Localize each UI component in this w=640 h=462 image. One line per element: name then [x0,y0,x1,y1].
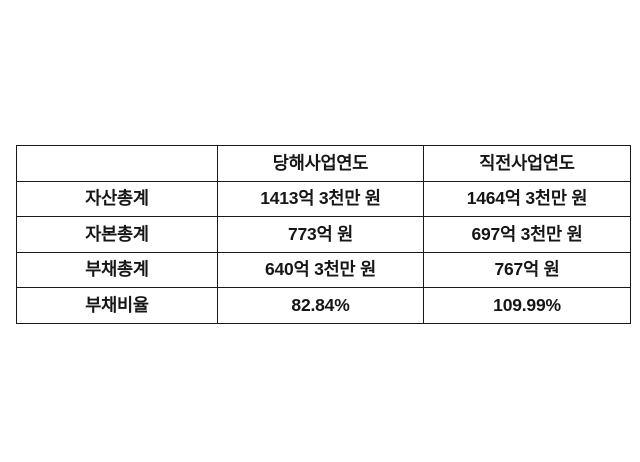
row-label-total-assets: 자산총계 [16,180,218,218]
cell-debt-ratio-previous-year: 109.99% [423,287,631,324]
column-header-current-year: 당해사업연도 [217,145,424,182]
table-body: 자산총계 1413억 3천만 원 1464억 3천만 원 자본총계 773억 원… [16,180,631,324]
cell-total-assets-current-year: 1413억 3천만 원 [217,180,424,218]
row-label-total-liabilities: 부채총계 [16,251,218,289]
cell-total-liabilities-previous-year: 767억 원 [423,251,631,289]
table-row: 부채총계 640억 3천만 원 767억 원 [16,251,631,289]
cell-total-equity-current-year: 773억 원 [217,216,424,253]
table-header: 당해사업연도 직전사업연도 [16,145,631,182]
table-corner-cell [16,145,218,182]
cell-debt-ratio-current-year: 82.84% [217,287,424,324]
table-header-row: 당해사업연도 직전사업연도 [16,145,631,182]
cell-total-assets-previous-year: 1464억 3천만 원 [423,180,631,218]
financial-summary-table: 당해사업연도 직전사업연도 자산총계 1413억 3천만 원 1464억 3천만… [16,145,631,324]
table-row: 자산총계 1413억 3천만 원 1464억 3천만 원 [16,180,631,218]
cell-total-liabilities-current-year: 640억 3천만 원 [217,251,424,289]
cell-total-equity-previous-year: 697억 3천만 원 [423,216,631,253]
table-row: 부채비율 82.84% 109.99% [16,287,631,324]
row-label-total-equity: 자본총계 [16,216,218,253]
table-row: 자본총계 773억 원 697억 3천만 원 [16,216,631,253]
row-label-debt-ratio: 부채비율 [16,287,218,324]
column-header-previous-year: 직전사업연도 [423,145,631,182]
